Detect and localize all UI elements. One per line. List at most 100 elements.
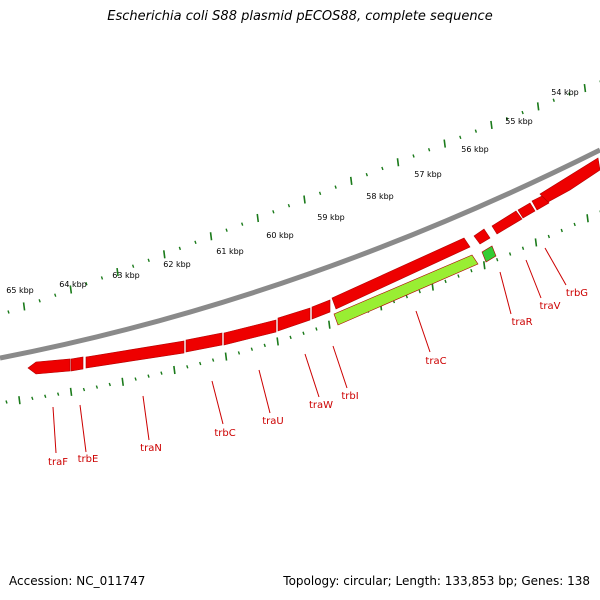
gene-arrow-forward-shape[interactable] (473, 228, 491, 245)
kbp-label: 56 kbp (461, 145, 489, 154)
scale-minor-tick (287, 203, 291, 208)
inner-major-tick (534, 238, 538, 247)
gene-arrow-reverse-shape[interactable] (333, 254, 479, 326)
kbp-label: 63 kbp (112, 271, 140, 280)
inner-minor-tick (418, 289, 421, 294)
outer-scale-ticks (7, 80, 600, 314)
gene-arrow-forward-shape[interactable] (491, 210, 523, 235)
leader-line (544, 247, 567, 286)
gene-label[interactable]: traN (140, 443, 162, 454)
kbp-label: 61 kbp (216, 247, 244, 256)
gene-arrow-forward[interactable] (85, 340, 185, 369)
kbp-labels: 54 kbp 55 kbp 56 kbp 57 kbp 58 kbp 59 kbp 60 k… (6, 88, 579, 295)
gene-arrow-forward-shape[interactable] (539, 157, 600, 203)
leader-line (52, 406, 57, 454)
gene-arrow-forward[interactable] (491, 210, 523, 235)
leader-line (142, 395, 150, 441)
kbp-label: 65 kbp (6, 286, 34, 295)
scale-minor-tick (100, 276, 104, 280)
gene-features (27, 157, 600, 375)
gene-arrow-forward[interactable] (517, 202, 536, 219)
leader-line (332, 345, 348, 389)
gene-label[interactable]: trbI (341, 391, 358, 402)
scale-minor-tick (131, 264, 135, 268)
gene-label[interactable]: traR (511, 317, 532, 328)
gene-arrow-forward[interactable] (539, 157, 600, 203)
inner-minor-tick (44, 394, 47, 398)
inner-minor-tick (289, 335, 292, 340)
gene-label[interactable]: trbE (78, 454, 99, 465)
inner-minor-tick (199, 361, 202, 366)
gene-arrow-reverse-small-shape[interactable] (481, 245, 497, 263)
gene-arrow-forward-shape[interactable] (277, 307, 311, 332)
scale-minor-tick (381, 166, 384, 171)
inner-minor-tick (457, 274, 460, 278)
scale-minor-tick (459, 135, 462, 140)
inner-major-tick (18, 396, 21, 405)
inner-minor-tick (263, 343, 266, 348)
gene-label[interactable]: trbG (566, 288, 588, 299)
inner-minor-tick (547, 234, 551, 239)
inner-minor-tick (508, 252, 512, 256)
scale-major-tick (209, 232, 213, 241)
kbp-label: 62 kbp (163, 260, 191, 269)
inner-minor-tick (237, 351, 241, 355)
inner-minor-tick (560, 228, 563, 233)
kbp-label: 57 kbp (414, 170, 442, 179)
inner-minor-tick (302, 331, 305, 335)
scale-minor-tick (521, 110, 524, 115)
gene-label[interactable]: traC (425, 356, 446, 367)
inner-minor-tick (82, 387, 86, 392)
topology-summary: Topology: circular; Length: 133,853 bp; … (283, 574, 590, 588)
kbp-label: 55 kbp (505, 117, 533, 126)
leader-line (79, 404, 87, 453)
gene-label[interactable]: traU (262, 416, 283, 427)
gene-arrow-forward-shape[interactable] (85, 340, 185, 369)
scale-minor-tick (568, 92, 571, 96)
scale-major-tick (303, 195, 306, 204)
scale-major-tick (69, 285, 73, 294)
map-title: Escherichia coli S88 plasmid pECOS88, co… (107, 9, 493, 24)
kbp-label: 54 kbp (551, 88, 579, 97)
scale-minor-tick (505, 117, 509, 121)
gene-label[interactable]: traF (48, 457, 68, 468)
scale-major-tick (256, 213, 260, 223)
gene-arrow-forward[interactable] (185, 332, 223, 353)
gene-arrow-forward-shape[interactable] (517, 202, 536, 219)
scale-minor-tick (272, 210, 275, 214)
gene-arrow-reverse-small[interactable] (481, 245, 497, 263)
gene-arrow-forward[interactable] (223, 319, 277, 346)
scale-minor-tick (241, 222, 244, 226)
gene-arrow-forward[interactable] (70, 356, 84, 372)
gene-arrow-forward-shape[interactable] (331, 237, 471, 310)
scale-major-tick (162, 250, 166, 259)
inner-minor-tick (95, 385, 99, 389)
inner-scale-ticks (5, 210, 600, 405)
gene-label[interactable]: traV (539, 301, 560, 312)
gene-arrow-forward-shape[interactable] (311, 299, 331, 320)
gene-arrow-forward-shape[interactable] (223, 319, 277, 346)
gene-arrow-forward-shape[interactable] (27, 358, 71, 375)
gene-arrow-forward[interactable] (473, 228, 491, 245)
gene-arrow-forward[interactable] (331, 237, 471, 310)
inner-minor-tick (31, 396, 34, 401)
inner-minor-tick (444, 279, 447, 284)
leader-line (415, 310, 431, 353)
gene-arrow-forward[interactable] (27, 358, 71, 375)
gene-arrow-forward[interactable] (311, 299, 331, 320)
inner-minor-tick (5, 400, 8, 404)
gene-arrow-reverse[interactable] (333, 254, 479, 326)
gene-label[interactable]: trbC (214, 428, 235, 439)
inner-minor-tick (521, 246, 525, 250)
inner-major-tick (328, 320, 331, 329)
gene-arrow-forward-shape[interactable] (185, 332, 223, 353)
scale-minor-tick (474, 129, 478, 133)
gene-label[interactable]: traW (309, 400, 333, 411)
gene-arrow-forward-shape[interactable] (70, 356, 84, 372)
inner-minor-tick (160, 371, 163, 375)
gene-labels: trbG traV traR traC trbI traW traU trbC traN trbE… (48, 288, 588, 468)
leader-line (211, 380, 224, 425)
gene-arrow-forward[interactable] (277, 307, 311, 332)
inner-minor-tick (405, 294, 408, 299)
